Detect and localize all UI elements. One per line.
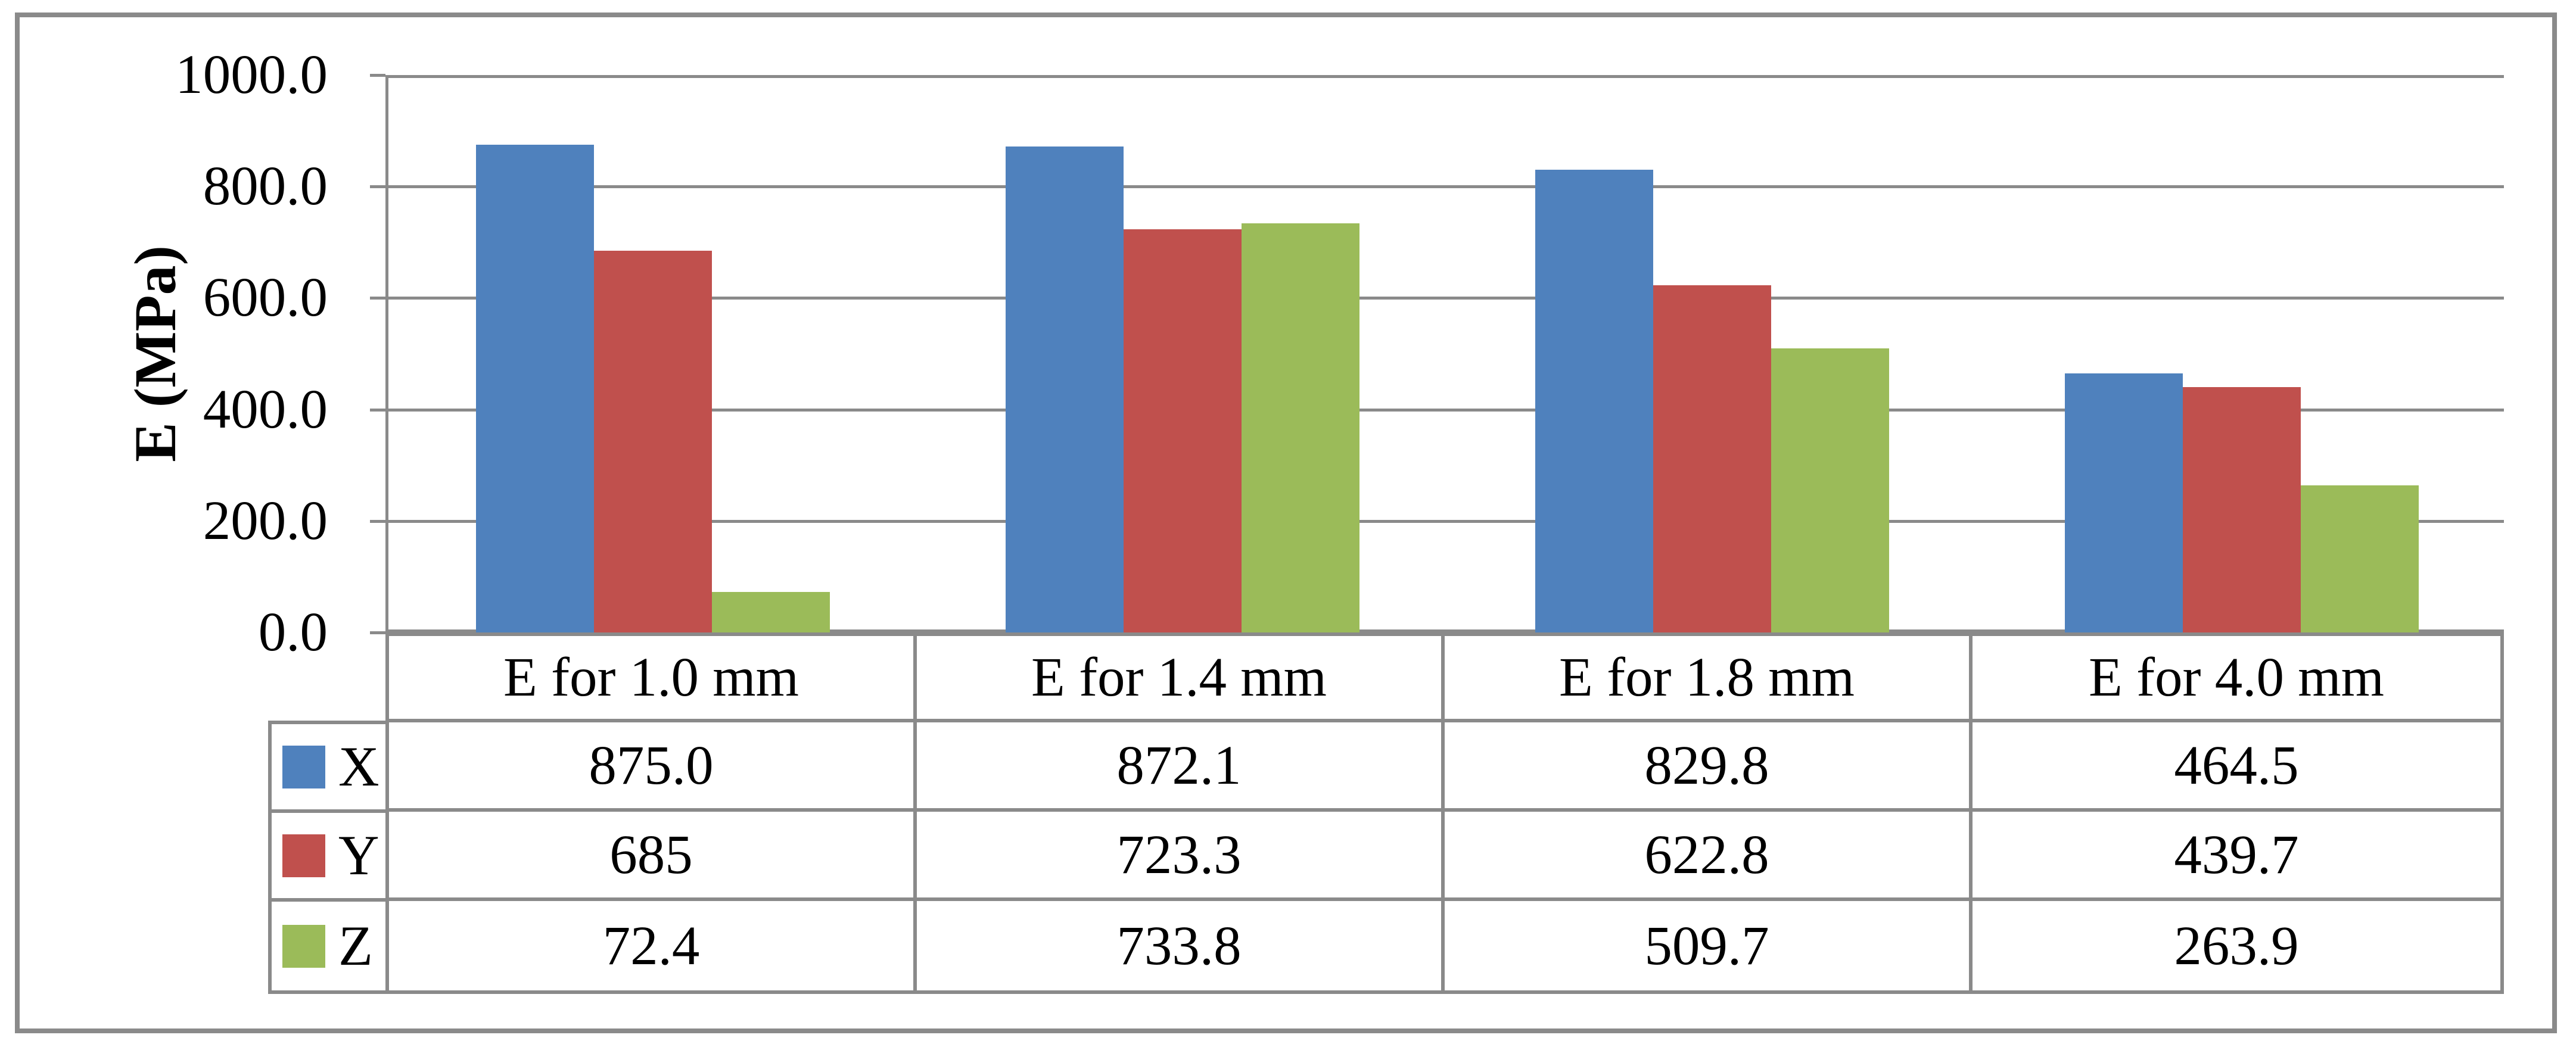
y-tick-label: 600.0	[203, 267, 328, 329]
grid-line	[388, 519, 2504, 523]
legend-swatch-icon	[282, 924, 325, 968]
y-tick-mark	[370, 408, 385, 412]
bar-X-E-for-1.4-mm	[1006, 146, 1124, 632]
table-value-cell-Z: 72.4	[389, 901, 917, 990]
bar-Z-E-for-1.0-mm	[712, 592, 830, 632]
table-value-cell-Z: 263.9	[1973, 901, 2500, 990]
table-value-cell-Y: 685	[389, 812, 917, 901]
grid-line	[388, 629, 2504, 632]
table-value-cell-Y: 439.7	[1973, 812, 2500, 901]
bar-Z-E-for-1.8-mm	[1771, 348, 1890, 632]
table-value-cell-X: 464.5	[1973, 722, 2500, 812]
data-table: E for 1.0 mm E for 1.4 mm E for 1.8 mm E fo…	[385, 632, 2504, 994]
table-value-cell-X: 872.1	[917, 722, 1445, 812]
y-tick-mark	[370, 185, 385, 189]
legend-swatch-icon	[282, 745, 325, 788]
y-tick-mark	[370, 631, 385, 634]
bar-Y-E-for-1.4-mm	[1124, 229, 1242, 632]
plot-area	[385, 75, 2504, 632]
legend-item-X: X	[272, 724, 385, 813]
table-header-cell: E for 1.0 mm	[389, 636, 917, 722]
table-value-cell-Y: 622.8	[1445, 812, 1973, 901]
grid-line	[388, 297, 2504, 300]
legend-swatch-icon	[282, 834, 325, 877]
bar-Y-E-for-4.0-mm	[2183, 387, 2301, 632]
bar-Z-E-for-1.4-mm	[1242, 223, 1360, 632]
table-header-cell: E for 1.8 mm	[1445, 636, 1973, 722]
legend-label: Y	[338, 824, 379, 887]
grid-line	[388, 75, 2504, 78]
bar-X-E-for-1.0-mm	[476, 145, 595, 632]
bar-X-E-for-1.8-mm	[1535, 170, 1654, 632]
table-value-cell-Z: 509.7	[1445, 901, 1973, 990]
legend-label: X	[338, 735, 379, 798]
bar-Z-E-for-4.0-mm	[2301, 485, 2419, 632]
table-header-cell: E for 4.0 mm	[1973, 636, 2500, 722]
table-value-cell-X: 829.8	[1445, 722, 1973, 812]
y-tick-mark	[370, 519, 385, 523]
grid-line	[388, 408, 2504, 412]
y-tick-label: 0.0	[258, 601, 328, 663]
table-value-cell-Y: 723.3	[917, 812, 1445, 901]
y-tick-mark	[370, 74, 385, 77]
legend-label: Z	[338, 914, 374, 977]
legend-item-Y: Y	[272, 813, 385, 902]
grid-line	[388, 185, 2504, 189]
y-tick-label: 1000.0	[175, 44, 328, 105]
y-tick-mark	[370, 297, 385, 300]
bar-Y-E-for-1.8-mm	[1653, 285, 1772, 632]
bar-Y-E-for-1.0-mm	[594, 250, 713, 632]
y-tick-label: 200.0	[203, 490, 328, 551]
bar-X-E-for-4.0-mm	[2065, 373, 2183, 632]
table-value-cell-Z: 733.8	[917, 901, 1445, 990]
table-value-cell-X: 875.0	[389, 722, 917, 812]
legend-item-Z: Z	[272, 902, 385, 990]
y-tick-label: 400.0	[203, 378, 328, 440]
y-tick-label: 800.0	[203, 155, 328, 217]
table-header-cell: E for 1.4 mm	[917, 636, 1445, 722]
